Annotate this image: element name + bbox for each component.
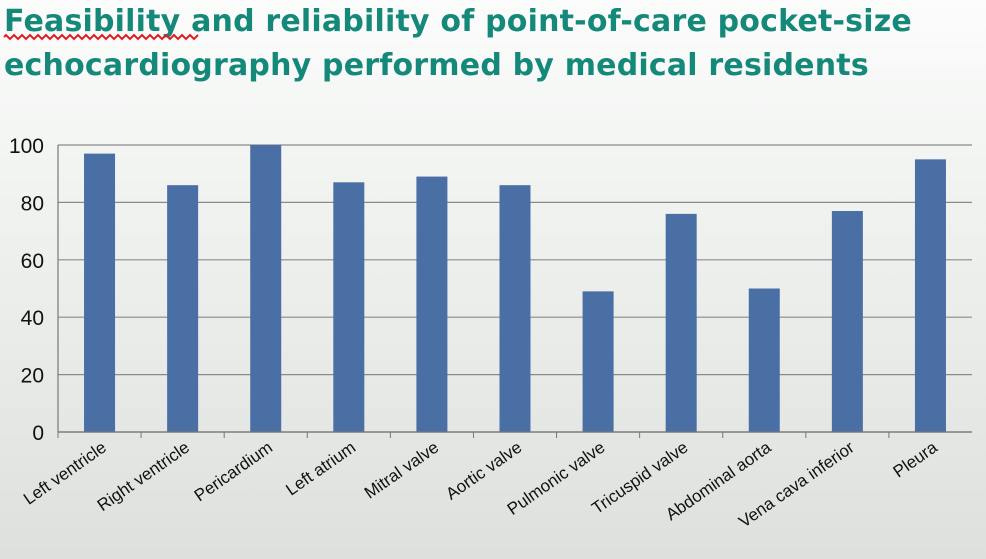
- y-tick-label: 80: [21, 192, 44, 215]
- bar: [582, 291, 614, 432]
- x-tick-label: Left atrium: [282, 438, 359, 500]
- y-tick-label: 60: [21, 250, 44, 273]
- bar: [914, 159, 946, 432]
- x-tick-label: Pericardium: [191, 438, 276, 506]
- x-tick-label: Pleura: [890, 437, 942, 481]
- x-tick-label: Aortic valve: [442, 438, 525, 504]
- x-tick-label: Right ventricle: [94, 438, 193, 515]
- bar: [831, 211, 863, 432]
- x-tick-label: Mitral valve: [361, 438, 442, 503]
- bar: [665, 213, 697, 432]
- bar: [250, 145, 282, 432]
- bars: [84, 145, 946, 433]
- y-tick-label: 20: [21, 365, 44, 388]
- y-axis-ticks: 0 20 40 60 80 100: [9, 135, 44, 445]
- bar: [167, 185, 199, 432]
- slide-title: Feasibility and reliability of point-of-…: [4, 4, 912, 83]
- bar: [416, 176, 448, 432]
- squiggle-line: [3, 33, 199, 41]
- y-tick-label: 0: [32, 422, 44, 445]
- bar: [499, 185, 531, 432]
- bar: [333, 182, 365, 432]
- bar: [748, 288, 780, 432]
- axes: [57, 145, 972, 438]
- y-tick-label: 40: [21, 307, 44, 330]
- y-tick-label: 100: [9, 135, 44, 158]
- bar: [84, 153, 116, 433]
